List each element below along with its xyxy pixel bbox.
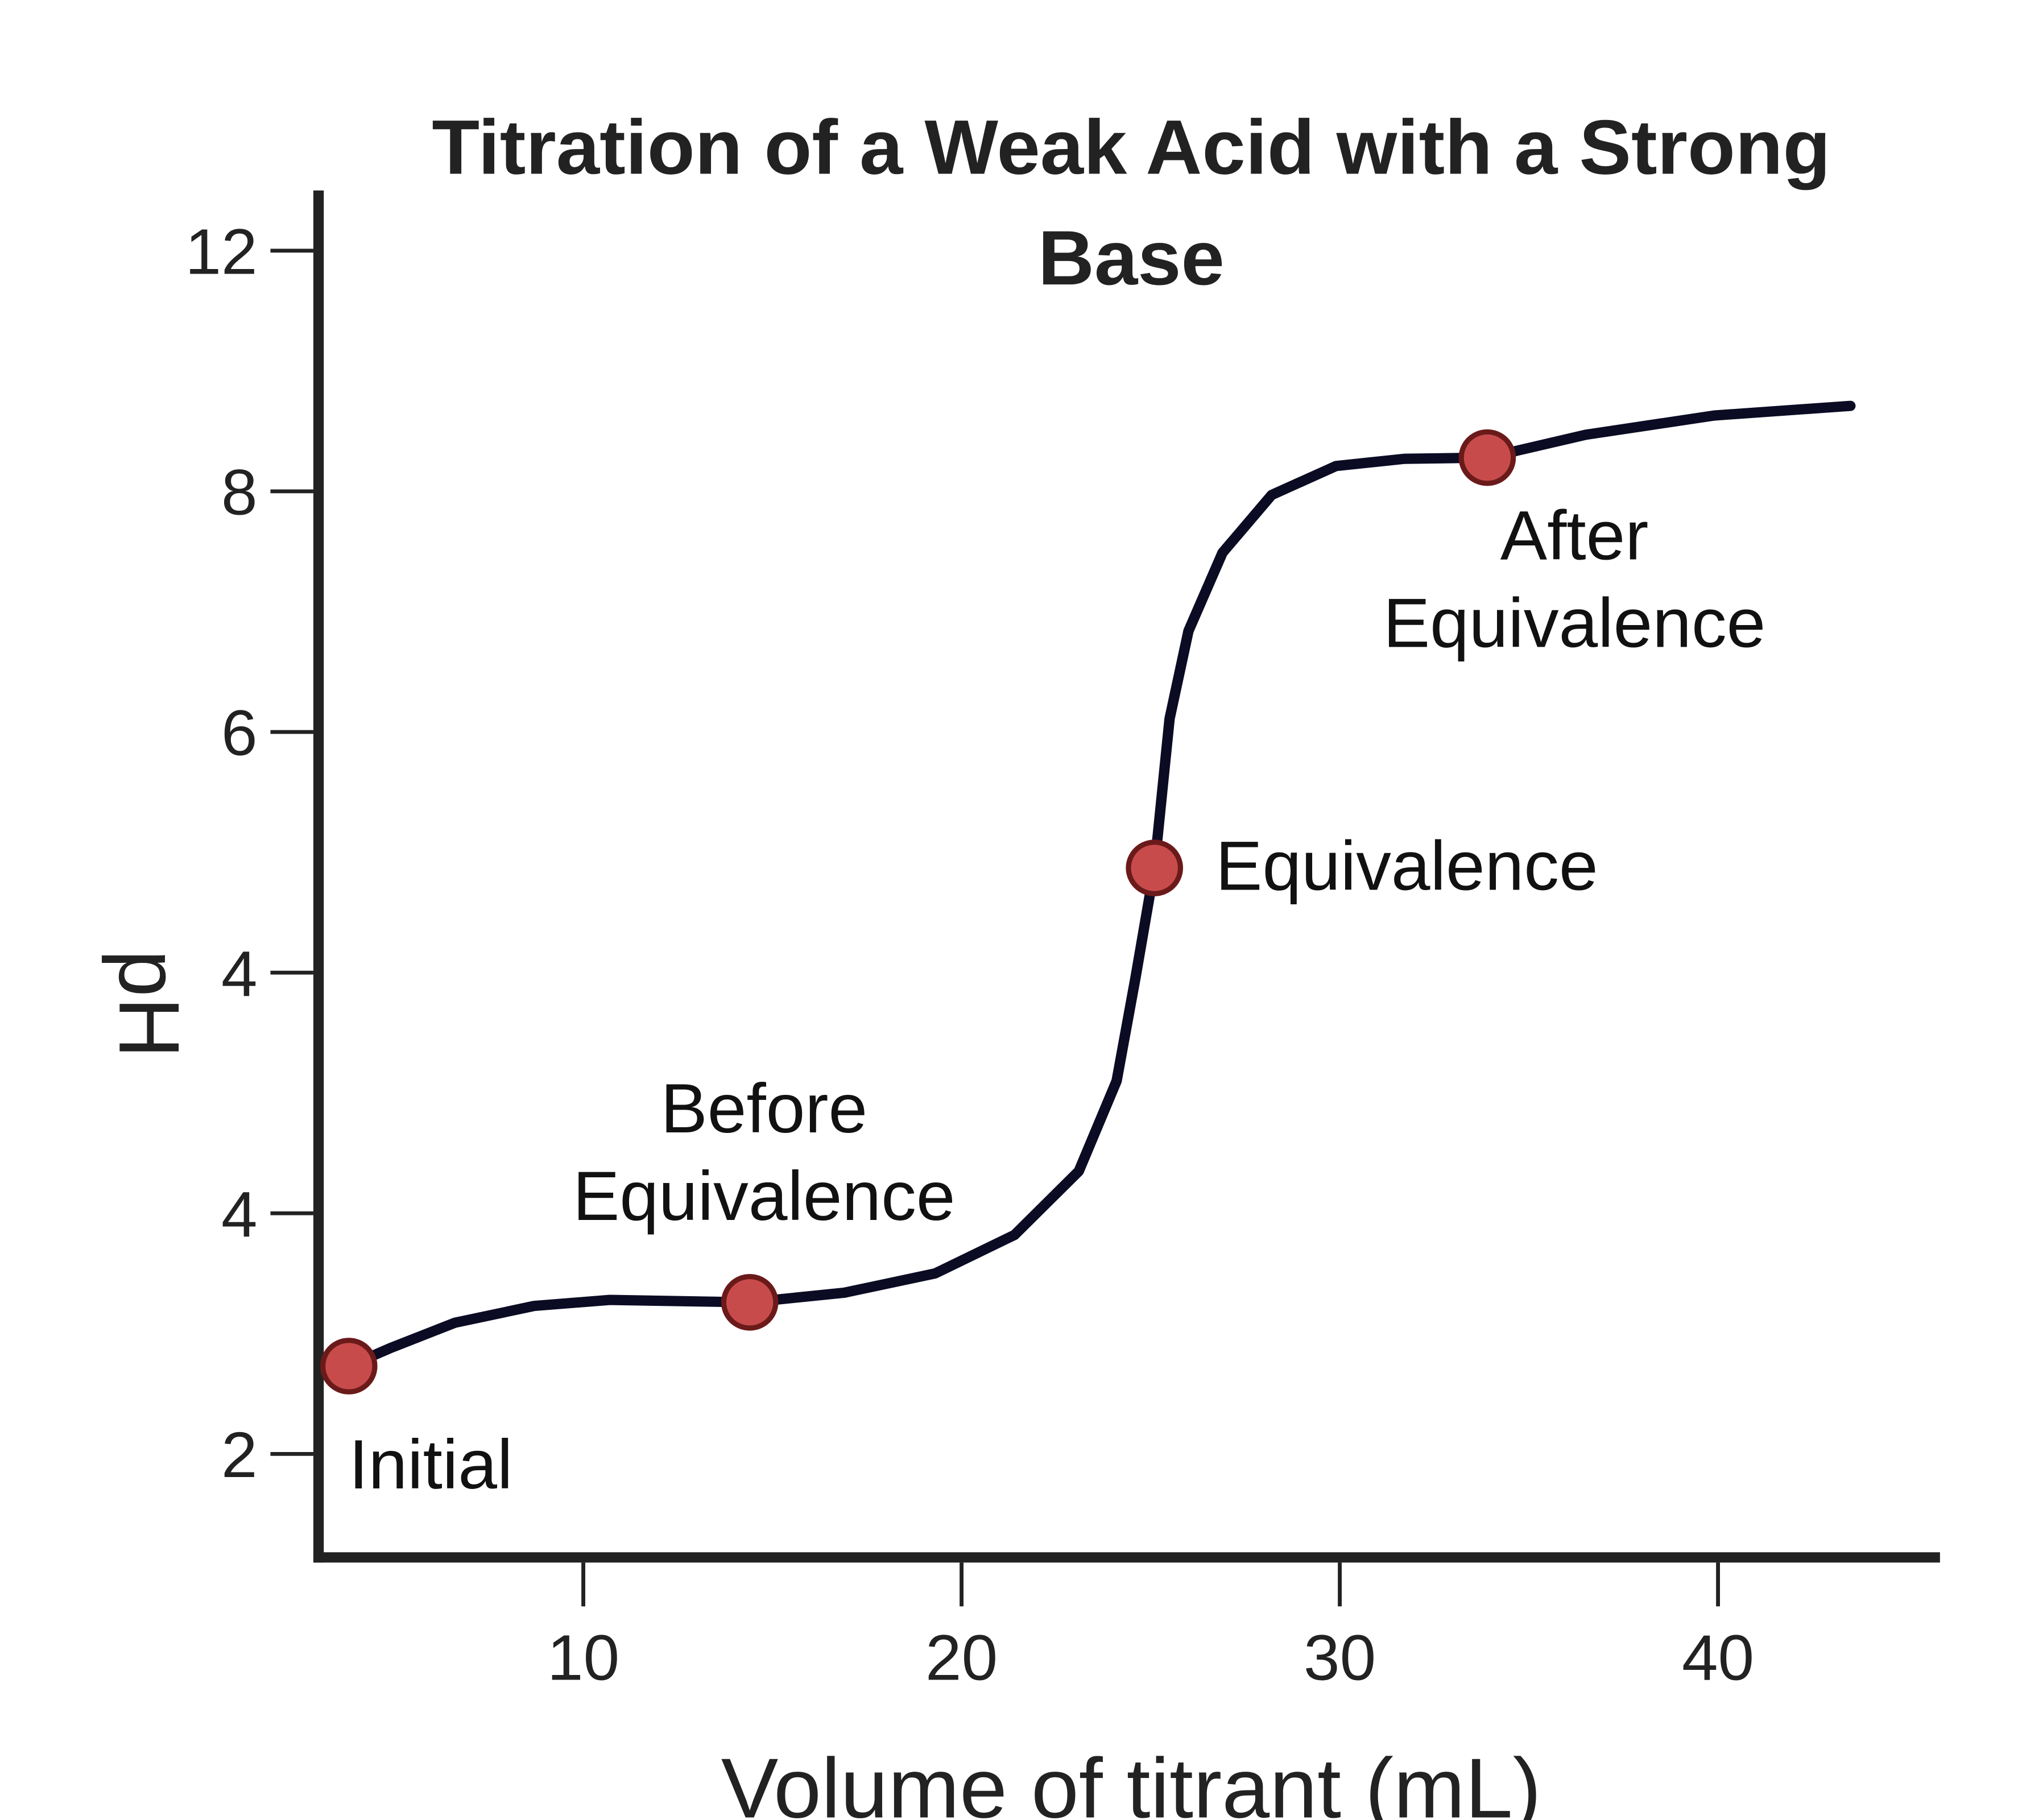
point-marker [721, 1274, 779, 1331]
x-tick-label: 30 [1304, 1622, 1376, 1694]
point-marker [1458, 429, 1516, 486]
point-label: Before [660, 1070, 867, 1148]
y-axis-title: pH [101, 950, 197, 1058]
y-tick-label: 12 [185, 216, 258, 288]
point-label: Equivalence [1383, 585, 1765, 662]
y-tick-label: 6 [221, 697, 258, 769]
x-tick-label: 10 [547, 1622, 619, 1694]
point-label: Initial [349, 1426, 512, 1503]
title-box: Titration of a Weak Acid with a Strong B… [432, 104, 1831, 301]
y-tick-label: 2 [221, 1420, 258, 1491]
x-axis-title: Volume of titrant (mL) [721, 1740, 1541, 1820]
chart-title: Titration of a Weak Acid with a Strong B… [432, 104, 1831, 301]
y-tick-label: 8 [221, 457, 258, 528]
point-label: Equivalence [1215, 828, 1598, 905]
x-tick-label: 20 [925, 1622, 998, 1694]
point-label: After [1500, 497, 1649, 574]
point-label: Equivalence [573, 1158, 955, 1235]
y-tick-label: 4 [221, 938, 258, 1010]
x-tick-label: 40 [1682, 1622, 1754, 1694]
y-tick-label: 4 [221, 1179, 258, 1251]
titration-curve [344, 400, 1856, 1371]
point-marker [320, 1338, 378, 1395]
point-marker [1126, 839, 1184, 896]
